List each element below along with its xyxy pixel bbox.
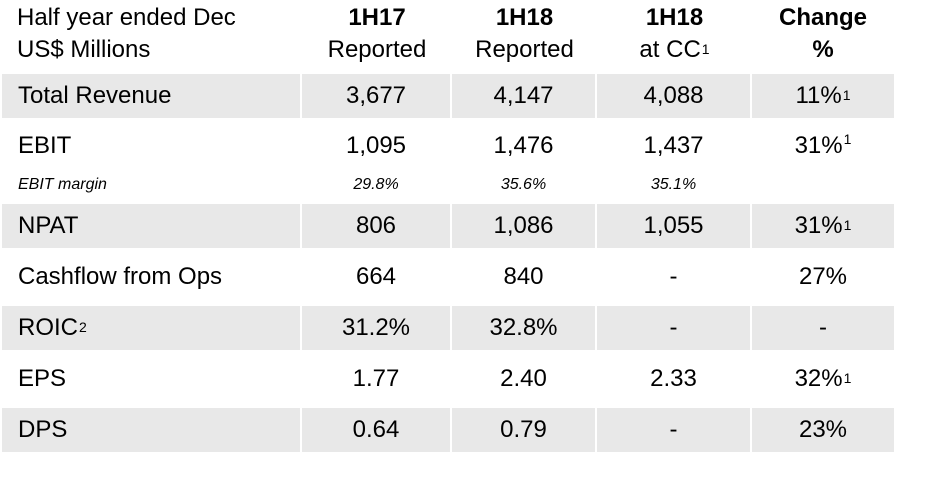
cell-1h18: 1,476 bbox=[493, 132, 554, 159]
table-row-total-revenue: Total Revenue 3,677 4,147 4,088 11% 1 bbox=[0, 74, 940, 118]
cell-change-value: 31% bbox=[794, 132, 843, 159]
cell-1h18-cc: 4,088 bbox=[597, 74, 750, 118]
row-label: NPAT bbox=[2, 204, 300, 248]
header-col-title: Change bbox=[778, 4, 867, 31]
header-col-subtitle: % bbox=[812, 36, 834, 63]
cell-change-value: 32% bbox=[794, 365, 843, 392]
row-label: ROIC 2 bbox=[2, 306, 300, 350]
footnote-marker: 1 bbox=[843, 131, 852, 147]
cell-1h18: 2.40 bbox=[500, 365, 547, 392]
footnote-marker: 1 bbox=[701, 41, 710, 57]
header-col-subtitle-text: at CC bbox=[639, 36, 701, 63]
table-row-eps: EPS 1.77 2.40 2.33 32% 1 bbox=[0, 357, 940, 401]
cell-1h18: 32.8% bbox=[452, 306, 595, 350]
cell-1h18-cc: - bbox=[597, 408, 750, 452]
cell-1h18: 4,147 bbox=[452, 74, 595, 118]
cell-1h18-cc: 1,437 bbox=[643, 132, 704, 159]
cell-1h17: 664 bbox=[355, 263, 397, 290]
cell-1h17: 31.2% bbox=[302, 306, 450, 350]
header-col-subtitle: at CC1 bbox=[597, 34, 752, 66]
cell-change: - bbox=[752, 306, 894, 350]
footnote-marker: 2 bbox=[79, 319, 87, 335]
cell-1h18: 35.6% bbox=[500, 176, 547, 193]
cell-1h18-cc: - bbox=[597, 306, 750, 350]
table-row-ebit: EBIT 1,095 1,476 1,437 31% 1 bbox=[0, 124, 940, 168]
row-label-text: ROIC bbox=[18, 314, 78, 341]
cell-1h18-cc: 1,055 bbox=[597, 204, 750, 248]
row-label: Cashflow from Ops bbox=[18, 263, 223, 290]
table-row-ebit-margin: EBIT margin 29.8% 35.6% 35.1% bbox=[0, 170, 940, 200]
cell-change: 31% 1 bbox=[752, 204, 894, 248]
cell-1h18: 0.79 bbox=[452, 408, 595, 452]
cell-change: 11% 1 bbox=[752, 74, 894, 118]
cell-change-value: 31% bbox=[794, 212, 843, 239]
header-col-title: 1H17 bbox=[348, 4, 406, 31]
header-col-1h18-reported: 1H18 Reported bbox=[452, 2, 597, 66]
row-label: DPS bbox=[2, 408, 300, 452]
cell-1h17: 0.64 bbox=[302, 408, 450, 452]
header-row-label-line1: Half year ended Dec bbox=[17, 4, 236, 31]
header-col-change: Change % bbox=[752, 2, 894, 66]
cell-change: 27% bbox=[798, 263, 848, 290]
row-label: EBIT bbox=[18, 132, 72, 159]
header-col-title: 1H18 bbox=[645, 4, 704, 31]
cell-change bbox=[752, 170, 894, 200]
header-col-1h18-cc: 1H18 at CC1 bbox=[597, 2, 752, 66]
header-col-subtitle: Reported bbox=[327, 36, 427, 63]
header-col-subtitle: Reported bbox=[475, 36, 574, 63]
header-row-label: Half year ended Dec US$ Millions bbox=[17, 2, 236, 66]
cell-1h18-cc: 35.1% bbox=[650, 176, 697, 193]
table-row-dps: DPS 0.64 0.79 - 23% bbox=[0, 408, 940, 452]
table-row-roic: ROIC 2 31.2% 32.8% - - bbox=[0, 306, 940, 350]
cell-1h17: 806 bbox=[302, 204, 450, 248]
footnote-marker: 1 bbox=[843, 217, 852, 233]
footnote-marker: 1 bbox=[842, 87, 851, 103]
header-col-1h17-reported: 1H17 Reported bbox=[302, 2, 452, 66]
table-row-cashflow: Cashflow from Ops 664 840 - 27% bbox=[0, 255, 940, 299]
cell-change-value: 11% bbox=[795, 82, 842, 109]
cell-1h17: 1,095 bbox=[345, 132, 407, 159]
header-row-label-line2: US$ Millions bbox=[17, 36, 151, 63]
cell-1h18-cc: - bbox=[669, 263, 678, 290]
cell-1h17: 1.77 bbox=[352, 365, 400, 392]
cell-1h18: 1,086 bbox=[452, 204, 595, 248]
row-label: EBIT margin bbox=[18, 176, 107, 193]
row-label: EPS bbox=[18, 365, 67, 392]
cell-change: 31% 1 bbox=[752, 124, 894, 168]
cell-change: 23% bbox=[752, 408, 894, 452]
row-label: Total Revenue bbox=[2, 74, 300, 118]
header-col-title: 1H18 bbox=[495, 4, 554, 31]
cell-1h17: 29.8% bbox=[353, 176, 399, 193]
cell-1h18: 840 bbox=[503, 263, 544, 290]
cell-1h18-cc: 2.33 bbox=[650, 365, 697, 392]
table-row-npat: NPAT 806 1,086 1,055 31% 1 bbox=[0, 204, 940, 248]
cell-change: 32% 1 bbox=[752, 357, 894, 401]
footnote-marker: 1 bbox=[843, 370, 852, 386]
cell-1h17: 3,677 bbox=[302, 74, 450, 118]
